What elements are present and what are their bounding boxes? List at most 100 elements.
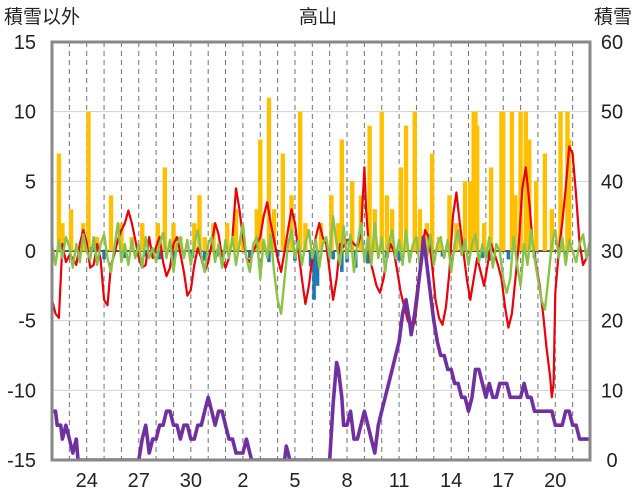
- precip-bar: [424, 223, 430, 251]
- right-tick-label: 0: [606, 450, 617, 472]
- x-tick-label: 27: [128, 470, 150, 492]
- sunshine-bar: [331, 251, 335, 260]
- precip-series: [56, 97, 572, 252]
- precip-bar: [266, 97, 272, 251]
- precip-bar: [197, 195, 202, 251]
- sunshine-bar: [267, 251, 271, 263]
- sunshine-bar: [308, 251, 313, 267]
- left-tick-label: -5: [18, 311, 36, 333]
- line-series: [52, 145, 590, 460]
- precip-bar: [513, 195, 518, 251]
- precip-bar: [225, 223, 230, 251]
- precip-bar: [398, 167, 404, 251]
- left-tick-label: -10: [7, 380, 36, 402]
- precip-bar: [462, 181, 468, 251]
- precip-bar: [509, 111, 515, 252]
- sunshine-bar: [480, 251, 485, 258]
- precip-bar: [119, 223, 124, 251]
- precip-bar: [140, 223, 145, 251]
- precip-bar: [549, 209, 555, 251]
- sunshine-bar: [123, 251, 127, 258]
- precip-bar: [474, 125, 480, 251]
- sunshine-bar: [366, 251, 370, 264]
- precip-bar: [412, 111, 417, 252]
- x-tick-label: 8: [341, 470, 352, 492]
- precip-bar: [534, 181, 539, 251]
- precip-bar: [192, 223, 197, 251]
- precip-bar: [367, 125, 372, 251]
- plot-frame: [50, 40, 592, 462]
- precip-bar: [233, 209, 239, 251]
- precip-bar: [60, 223, 65, 251]
- x-tick-label: 11: [389, 470, 410, 492]
- precip-bar: [518, 111, 523, 252]
- precip-bar: [379, 111, 384, 252]
- sunshine-bar: [202, 251, 207, 261]
- precip-bar: [566, 139, 572, 251]
- right-tick-label: 40: [601, 171, 623, 193]
- x-tick-label: 24: [76, 470, 98, 492]
- precip-bar: [501, 111, 506, 252]
- precip-bar: [162, 167, 168, 251]
- precip-bar: [108, 195, 114, 251]
- precip-bar: [258, 139, 263, 251]
- sunshine-bar: [102, 251, 106, 260]
- precip-bar: [523, 111, 528, 252]
- precip-bar: [280, 153, 286, 251]
- precip-bar: [339, 139, 345, 251]
- sunshine-bar: [248, 251, 252, 258]
- chart-title: 高山: [299, 6, 337, 28]
- left-tick-label: 15: [14, 32, 36, 54]
- x-tick-label: 17: [492, 470, 514, 492]
- precip-bar: [488, 167, 494, 251]
- x-tick-label: 5: [289, 470, 300, 492]
- precip-bar: [155, 223, 161, 251]
- precip-bar: [297, 111, 303, 252]
- sunshine-bar: [312, 251, 316, 300]
- precip-bar: [271, 209, 277, 251]
- precip-bar: [240, 237, 246, 251]
- left-tick-label: 5: [25, 171, 36, 193]
- x-tick-label: 20: [544, 470, 566, 492]
- left-tick-label: 0: [25, 241, 36, 263]
- sunshine-bar: [315, 251, 320, 286]
- precip-bar: [318, 223, 324, 251]
- precip-bar: [384, 195, 390, 251]
- precip-bar: [202, 237, 207, 251]
- left-tick-label: 10: [14, 102, 36, 124]
- precip-bar: [350, 181, 355, 251]
- right-tick-label: 10: [601, 380, 623, 402]
- precip-bar: [468, 181, 473, 251]
- precip-bar: [403, 125, 409, 251]
- precip-bar: [447, 195, 452, 251]
- precip-bar: [68, 209, 74, 251]
- left-tick-label: -15: [7, 450, 36, 472]
- precip-bar: [289, 195, 294, 251]
- precip-bar: [429, 153, 435, 251]
- sunshine-bar: [157, 251, 162, 260]
- precip-bar: [303, 223, 308, 251]
- left-axis-title: 積雪以外: [4, 6, 80, 28]
- x-tick-label: 14: [440, 470, 462, 492]
- temperature-line: [52, 145, 590, 399]
- sunshine-bar: [563, 251, 568, 256]
- precip-bar: [436, 237, 442, 251]
- precip-bar: [417, 209, 423, 251]
- sunshine-bar: [171, 251, 176, 263]
- right-axis-title: 積雪: [594, 6, 632, 28]
- x-tick-label: 2: [237, 470, 248, 492]
- precip-bar: [171, 223, 176, 251]
- x-tick-label: 30: [180, 470, 202, 492]
- right-tick-label: 50: [601, 102, 623, 124]
- precip-bar: [542, 153, 548, 251]
- right-tick-label: 60: [601, 32, 623, 54]
- precip-bar: [481, 223, 487, 251]
- sunshine-bar: [397, 251, 401, 261]
- right-tick-label: 20: [601, 311, 623, 333]
- right-tick-label: 30: [601, 241, 623, 263]
- sunshine-bar: [143, 251, 148, 257]
- wind-line: [52, 215, 590, 315]
- precip-bar: [86, 111, 91, 252]
- precip-bar: [254, 209, 259, 251]
